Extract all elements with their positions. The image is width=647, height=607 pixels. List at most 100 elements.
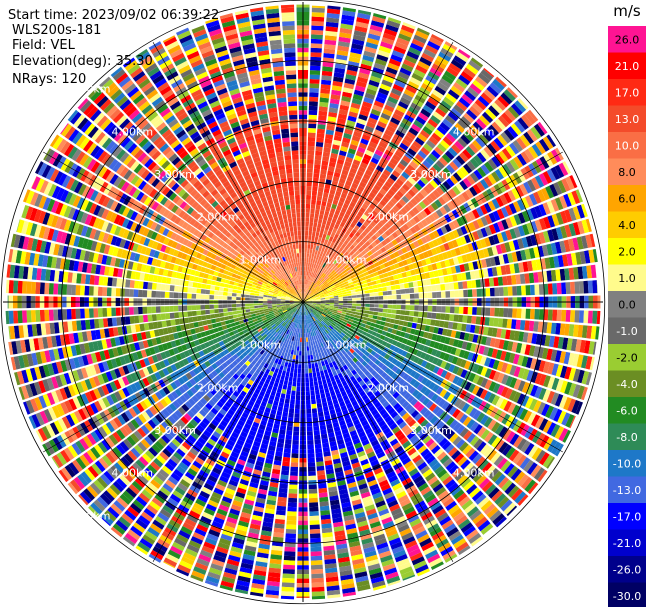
ppi-gate [471, 102, 484, 114]
ppi-gate [546, 200, 555, 214]
ppi-gate [546, 168, 557, 182]
ppi-gate [307, 275, 310, 281]
ppi-gate [318, 260, 322, 266]
ppi-gate [407, 148, 417, 157]
ppi-gate [363, 286, 369, 291]
ppi-gate [324, 270, 329, 275]
ppi-gate [343, 251, 349, 257]
ppi-gate [384, 28, 398, 37]
ppi-gate [329, 299, 335, 302]
ppi-gate [504, 204, 513, 216]
ppi-gate [404, 310, 410, 316]
ppi-gate [483, 89, 496, 101]
ppi-gate [376, 249, 383, 255]
ppi-gate [440, 313, 446, 320]
ppi-gate [327, 240, 332, 246]
ppi-gate [319, 209, 325, 216]
ppi-gate [328, 261, 333, 267]
ppi-gate [311, 235, 315, 241]
ppi-gate [447, 111, 459, 122]
ppi-gate [307, 440, 314, 445]
ppi-gate [469, 271, 476, 280]
ppi-gate [342, 203, 349, 210]
ppi-gate [309, 74, 320, 80]
ppi-gate [315, 389, 320, 395]
ppi-gate [328, 256, 334, 262]
ppi-gate [512, 139, 523, 152]
ppi-gate [329, 268, 334, 273]
ppi-gate [363, 283, 368, 288]
ppi-gate [366, 206, 374, 214]
ppi-gate [319, 173, 327, 179]
ppi-gate [408, 46, 422, 56]
ppi-gate [324, 225, 330, 231]
ppi-gate [383, 272, 389, 278]
ppi-gate [333, 72, 345, 79]
ppi-gate [342, 87, 354, 94]
ppi-gate [368, 141, 378, 149]
ppi-gate [330, 232, 336, 238]
ppi-gate [380, 112, 391, 121]
ppi-gate [303, 266, 306, 271]
ppi-gate [369, 264, 376, 270]
ppi-gate [531, 177, 541, 190]
ppi-gate [466, 109, 478, 120]
ppi-gate [317, 375, 322, 381]
ppi-gate [595, 264, 597, 278]
ppi-gate [387, 290, 392, 295]
ppi-gate [385, 24, 399, 33]
ppi-gate [399, 142, 409, 151]
ppi-gate [300, 337, 302, 343]
ppi-gate [384, 203, 392, 211]
ppi-gate [379, 188, 387, 196]
ppi-gate [512, 239, 520, 251]
ppi-gate [286, 520, 297, 525]
ppi-gate [435, 246, 442, 254]
ppi-gate [319, 283, 324, 288]
ppi-gate [305, 226, 309, 231]
ppi-gate [382, 108, 393, 117]
ppi-gate [367, 33, 381, 41]
ppi-gate [352, 218, 359, 225]
ppi-gate [389, 208, 397, 216]
ppi-gate [330, 152, 338, 159]
ppi-gate [306, 257, 309, 263]
ppi-gate [395, 268, 402, 274]
ppi-gate [377, 49, 390, 58]
ppi-gate [413, 287, 419, 293]
ppi-gate [339, 221, 346, 228]
ppi-gate [417, 60, 430, 71]
ppi-gate [310, 533, 321, 539]
ppi-gate [320, 278, 325, 283]
ppi-gate [304, 235, 308, 240]
ppi-gate [385, 281, 391, 287]
ppi-gate [360, 224, 367, 231]
ppi-gate [306, 295, 310, 300]
ppi-gate [406, 50, 420, 60]
ppi-gate [322, 66, 333, 72]
ppi-gate [418, 286, 424, 293]
ppi-gate [294, 413, 300, 418]
ppi-gate [295, 399, 300, 405]
ppi-gate [360, 250, 367, 256]
ppi-gate [480, 164, 490, 175]
ppi-gate [322, 151, 330, 158]
ppi-gate [358, 234, 365, 241]
ppi-gate [311, 564, 323, 570]
ppi-gate [329, 294, 334, 297]
ppi-gate [310, 537, 321, 543]
ppi-gate [314, 434, 321, 440]
ppi-gate [307, 299, 312, 301]
ppi-gate [295, 404, 300, 410]
ppi-gate [483, 202, 492, 213]
ppi-gate [309, 83, 320, 89]
ppi-gate [555, 269, 561, 281]
ppi-gate [380, 173, 389, 181]
ppi-gate [326, 287, 332, 291]
ppi-gate [312, 277, 316, 283]
ppi-gate [422, 160, 432, 169]
ppi-gate [352, 303, 357, 306]
ppi-gate [353, 30, 367, 37]
ppi-gate [373, 292, 379, 297]
ppi-gate [498, 150, 509, 163]
